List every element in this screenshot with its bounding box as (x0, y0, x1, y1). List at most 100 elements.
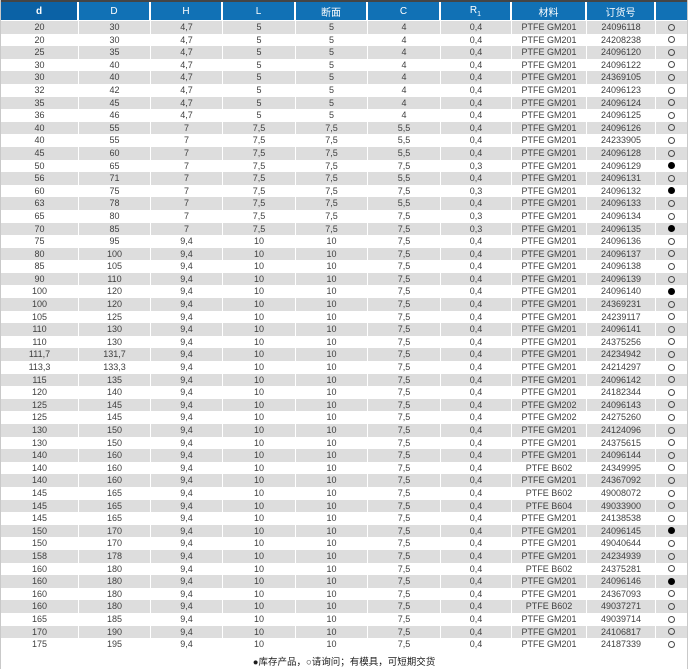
cell-section: 10 (296, 486, 368, 500)
table-row: 113,3 133,3 9,4 10 10 7,5 0,4 PTFE GM201… (1, 361, 687, 374)
cell-order-number: 24096124 (587, 96, 656, 110)
inquiry-hollow-icon (668, 99, 675, 107)
cell-material: PTFE GM201 (512, 235, 587, 248)
cell-stock (656, 424, 687, 437)
cell-section: 7,5 (296, 222, 368, 236)
table-row: 70 85 7 7,5 7,5 7,5 0,3 PTFE GM201 24096… (1, 222, 687, 236)
cell-stock (656, 33, 687, 47)
cell-order-number: 49037271 (587, 600, 656, 613)
cell-stock (656, 222, 687, 236)
cell-H: 9,4 (151, 474, 223, 487)
cell-stock (656, 235, 687, 248)
cell-material: PTFE GM201 (512, 83, 587, 97)
cell-D: 145 (79, 398, 151, 412)
cell-stock (656, 449, 687, 462)
inquiry-hollow-icon (668, 212, 675, 220)
inquiry-hollow-icon (668, 514, 675, 522)
cell-L: 5 (223, 21, 296, 34)
cell-R1: 0,4 (441, 172, 512, 185)
table-row: 170 190 9,4 10 10 7,5 0,4 PTFE GM201 241… (1, 625, 687, 639)
cell-R1: 0,4 (441, 285, 512, 299)
cell-D: 105 (79, 260, 151, 273)
cell-material: PTFE GM201 (512, 587, 587, 601)
cell-d: 105 (1, 310, 79, 324)
cell-d: 56 (1, 172, 79, 185)
cell-order-number: 24096129 (587, 159, 656, 173)
inquiry-hollow-icon (668, 338, 675, 346)
cell-R1: 0,4 (441, 335, 512, 349)
cell-R1: 0,4 (441, 436, 512, 450)
cell-order-number: 24182344 (587, 386, 656, 399)
cell-section: 5 (296, 33, 368, 47)
cell-material: PTFE GM202 (512, 411, 587, 424)
cell-C: 4 (368, 71, 441, 84)
table-row: 140 160 9,4 10 10 7,5 0,4 PTFE GM201 243… (1, 474, 687, 487)
table-row: 60 75 7 7,5 7,5 7,5 0,3 PTFE GM201 24096… (1, 184, 687, 198)
cell-stock (656, 562, 687, 576)
cell-L: 10 (223, 260, 296, 273)
cell-stock (656, 575, 687, 588)
cell-section: 10 (296, 361, 368, 374)
cell-stock (656, 260, 687, 273)
cell-C: 5,5 (368, 134, 441, 147)
cell-section: 5 (296, 109, 368, 122)
cell-C: 7,5 (368, 638, 441, 651)
cell-R1: 0,4 (441, 197, 512, 210)
cell-order-number: 24234942 (587, 348, 656, 362)
cell-material: PTFE GM201 (512, 33, 587, 47)
cell-order-number: 24367093 (587, 587, 656, 601)
cell-material: PTFE B602 (512, 600, 587, 613)
cell-H: 9,4 (151, 285, 223, 299)
column-header-C: C (368, 2, 441, 21)
cell-C: 7,5 (368, 600, 441, 613)
cell-material: PTFE GM201 (512, 58, 587, 72)
cell-R1: 0,4 (441, 587, 512, 601)
cell-order-number: 24096144 (587, 449, 656, 462)
cell-d: 20 (1, 33, 79, 47)
cell-D: 180 (79, 587, 151, 601)
cell-H: 4,7 (151, 109, 223, 122)
cell-C: 7,5 (368, 411, 441, 424)
inquiry-hollow-icon (668, 262, 675, 270)
cell-H: 9,4 (151, 247, 223, 261)
cell-section: 10 (296, 310, 368, 324)
cell-stock (656, 373, 687, 387)
cell-L: 10 (223, 424, 296, 437)
inquiry-hollow-icon (668, 250, 675, 258)
table-row: 125 145 9,4 10 10 7,5 0,4 PTFE GM202 240… (1, 398, 687, 412)
cell-order-number: 24187339 (587, 638, 656, 651)
column-header-order-number: 订货号 (587, 2, 656, 21)
cell-stock (656, 524, 687, 538)
cell-stock (656, 197, 687, 210)
cell-D: 42 (79, 83, 151, 97)
stock-filled-icon (668, 225, 675, 233)
cell-section: 5 (296, 58, 368, 72)
cell-L: 10 (223, 461, 296, 475)
cell-C: 7,5 (368, 260, 441, 273)
cell-D: 95 (79, 235, 151, 248)
cell-C: 7,5 (368, 235, 441, 248)
cell-order-number: 49008072 (587, 486, 656, 500)
cell-R1: 0,4 (441, 310, 512, 324)
stock-filled-icon (668, 527, 675, 535)
cell-order-number: 24233905 (587, 134, 656, 147)
cell-order-number: 24275260 (587, 411, 656, 424)
cell-R1: 0,3 (441, 159, 512, 173)
table-row: 100 120 9,4 10 10 7,5 0,4 PTFE GM201 240… (1, 285, 687, 299)
cell-C: 7,5 (368, 373, 441, 387)
cell-C: 5,5 (368, 197, 441, 210)
table-row: 160 180 9,4 10 10 7,5 0,4 PTFE GM201 240… (1, 575, 687, 588)
cell-D: 150 (79, 424, 151, 437)
cell-R1: 0,3 (441, 209, 512, 223)
inquiry-hollow-icon (668, 489, 675, 497)
cell-d: 32 (1, 83, 79, 97)
cell-D: 165 (79, 486, 151, 500)
cell-H: 9,4 (151, 625, 223, 639)
column-header-D: D (79, 2, 151, 21)
table-row: 65 80 7 7,5 7,5 7,5 0,3 PTFE GM201 24096… (1, 209, 687, 223)
cell-C: 4 (368, 46, 441, 59)
inquiry-hollow-icon (668, 414, 675, 422)
cell-R1: 0,4 (441, 499, 512, 513)
table-row: 145 165 9,4 10 10 7,5 0,4 PTFE B604 4903… (1, 499, 687, 513)
